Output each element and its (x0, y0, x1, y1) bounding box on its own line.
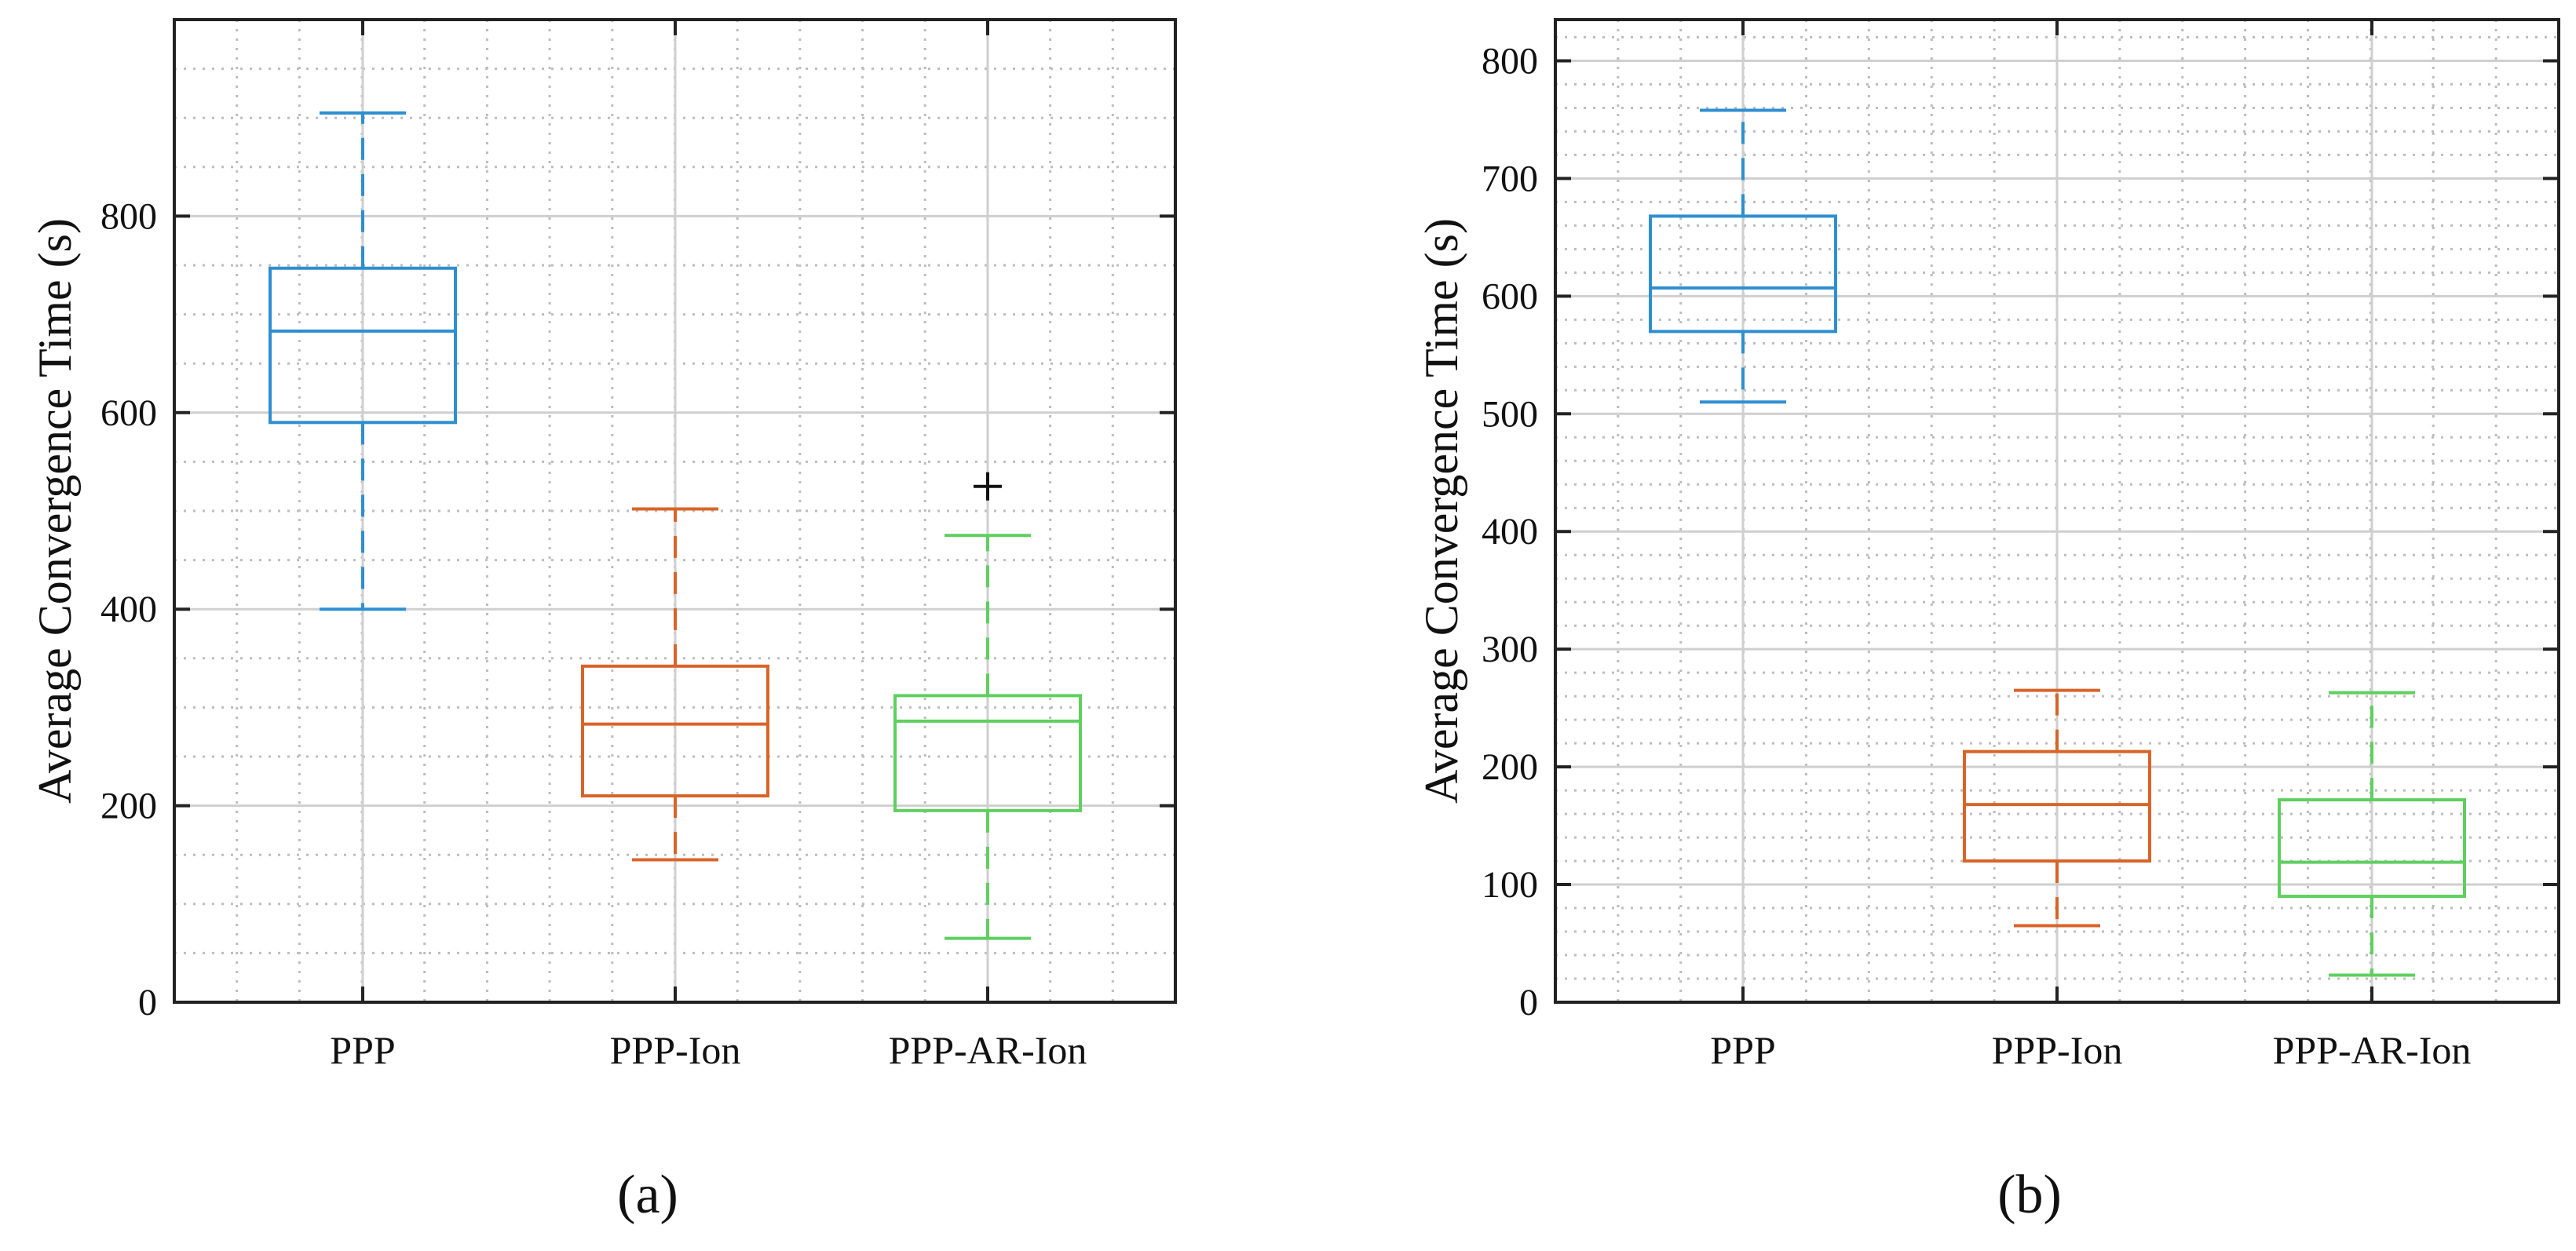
y-axis-label: Average Convergence Time (s) (1416, 218, 1467, 804)
box-iqr (1649, 214, 1837, 334)
box-ppp-ion (581, 507, 769, 862)
x-category-label: PPP (1710, 1028, 1775, 1072)
y-tick-label: 300 (1482, 629, 1538, 670)
y-tick-label: 600 (1482, 275, 1538, 317)
y-axis-label: Average Convergence Time (s) (29, 218, 81, 804)
y-tick-label: 500 (1482, 393, 1538, 435)
panel-a: 0 200 400 600 800 PPP PPP-Ion PPP-AR-Ion Average… (29, 18, 1177, 1225)
box-ppp-ar-ion (2278, 691, 2466, 977)
y-tick-label: 400 (100, 589, 157, 630)
x-category-label: PPP-Ion (610, 1028, 741, 1072)
y-tick-label: 200 (100, 786, 157, 827)
box-iqr (2278, 798, 2466, 899)
y-tick-label: 400 (1482, 511, 1538, 553)
y-tick-label: 100 (1482, 864, 1538, 906)
box-ppp-ar-ion (893, 472, 1082, 940)
x-category-label: PPP-AR-Ion (889, 1028, 1087, 1072)
panel-b: 0 100 200 300 400 500 600 700 800 PPP PPP-Ion PPP-A… (1416, 18, 2560, 1225)
outlier-marker (974, 472, 1002, 501)
y-tick-label: 800 (100, 195, 157, 237)
y-tick-label: 200 (1482, 746, 1538, 788)
box-ppp-ion (1963, 688, 2151, 928)
box-iqr (893, 694, 1082, 812)
box-iqr (581, 664, 769, 798)
x-category-label: PPP-Ion (1992, 1028, 2123, 1072)
panel-label: (a) (617, 1165, 678, 1225)
y-tick-label: 800 (1482, 40, 1538, 82)
box-ppp (269, 111, 457, 611)
box-iqr (269, 266, 457, 425)
y-tick-label: 0 (1519, 982, 1538, 1023)
box-ppp (1649, 108, 1837, 404)
panel-label: (b) (1997, 1165, 2062, 1225)
y-tick-label: 0 (138, 982, 157, 1023)
y-tick-label: 700 (1482, 158, 1538, 199)
box-iqr (1963, 750, 2151, 863)
x-category-label: PPP-AR-Ion (2273, 1028, 2472, 1072)
x-category-label: PPP (330, 1028, 395, 1072)
y-tick-label: 600 (100, 392, 157, 434)
